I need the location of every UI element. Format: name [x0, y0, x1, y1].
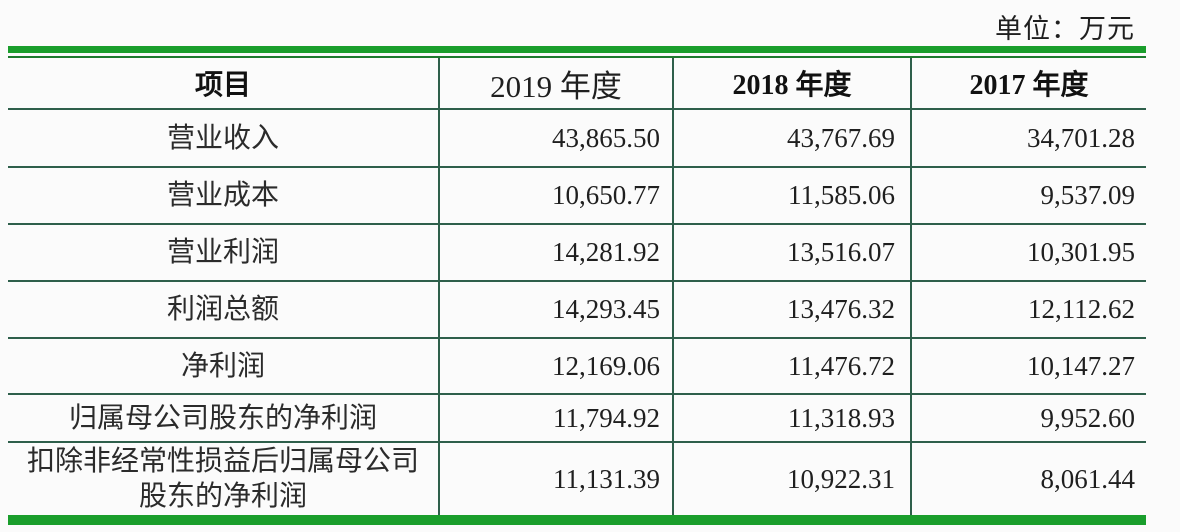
item-label: 营业收入 [166, 122, 279, 154]
value-cell-2019: 11,794.92 [438, 395, 672, 441]
value-2017: 12,112.62 [1028, 294, 1135, 324]
table-row-operating-cost: 营业成本 10,650.77 11,585.06 9,537.09 [8, 168, 1146, 225]
value-cell-2017: 9,537.09 [910, 168, 1146, 223]
value-cell-2018: 43,767.69 [672, 110, 910, 166]
item-cell: 营业利润 [8, 225, 438, 280]
value-cell-2018: 11,476.72 [672, 339, 910, 393]
value-2018: 11,476.72 [788, 350, 895, 381]
bottom-green-bar [8, 515, 1146, 525]
value-2019: 11,131.39 [553, 463, 660, 494]
value-cell-2018: 11,318.93 [672, 395, 910, 441]
value-2017: 34,701.28 [1027, 122, 1135, 153]
top-thin-green-line [8, 56, 1146, 58]
header-cell-item: 项目 [8, 58, 438, 108]
value-2017: 9,537.09 [1040, 180, 1136, 210]
header-item-label: 项目 [194, 70, 251, 101]
value-2019: 10,650.77 [552, 180, 660, 210]
table-row-operating-profit: 营业利润 14,281.92 13,516.07 10,301.95 [8, 225, 1146, 282]
value-2017: 10,301.95 [1027, 237, 1135, 267]
value-2019: 11,794.92 [553, 402, 660, 433]
value-cell-2019: 43,865.50 [438, 110, 672, 166]
value-cell-2017: 12,112.62 [910, 282, 1146, 337]
header-cell-2017: 2017 年度 [910, 58, 1146, 108]
value-cell-2017: 34,701.28 [910, 110, 1146, 166]
value-2018: 10,922.31 [787, 463, 895, 494]
value-2018: 13,516.07 [787, 237, 895, 267]
value-2019: 43,865.50 [552, 122, 660, 153]
value-2018: 11,585.06 [788, 180, 895, 210]
item-cell: 营业成本 [8, 168, 438, 223]
value-2019: 14,281.92 [552, 237, 660, 267]
financial-table: 项目 2019 年度 2018 年度 2017 年度 营业收入 43,865.5… [8, 46, 1146, 525]
value-2018: 11,318.93 [788, 402, 895, 433]
item-cell: 归属母公司股东的净利润 [8, 395, 438, 441]
value-cell-2019: 12,169.06 [438, 339, 672, 393]
item-label: 利润总额 [166, 294, 279, 325]
value-cell-2018: 11,585.06 [672, 168, 910, 223]
value-cell-2017: 10,301.95 [910, 225, 1146, 280]
value-2017: 10,147.27 [1027, 350, 1135, 381]
value-cell-2019: 10,650.77 [438, 168, 672, 223]
header-cell-2019: 2019 年度 [438, 58, 672, 108]
value-cell-2018: 13,516.07 [672, 225, 910, 280]
item-cell: 扣除非经常性损益后归属母公司股东的净利润 [8, 443, 438, 515]
table-body: 项目 2019 年度 2018 年度 2017 年度 营业收入 43,865.5… [8, 58, 1146, 515]
item-cell: 利润总额 [8, 282, 438, 337]
value-2019: 12,169.06 [552, 350, 660, 381]
table-row-operating-revenue: 营业收入 43,865.50 43,767.69 34,701.28 [8, 110, 1146, 168]
item-cell: 营业收入 [8, 110, 438, 166]
value-cell-2018: 10,922.31 [672, 443, 910, 515]
value-cell-2019: 14,293.45 [438, 282, 672, 337]
item-label: 净利润 [180, 350, 265, 382]
value-cell-2017: 8,061.44 [910, 443, 1146, 515]
header-2018-label: 2018 年度 [732, 70, 852, 101]
value-cell-2019: 11,131.39 [438, 443, 672, 515]
header-2017-label: 2017 年度 [969, 70, 1089, 101]
table-row-net-profit-to-parent: 归属母公司股东的净利润 11,794.92 11,318.93 9,952.60 [8, 395, 1146, 443]
value-cell-2017: 10,147.27 [910, 339, 1146, 393]
table-row-net-profit-excl-nonrecurring: 扣除非经常性损益后归属母公司股东的净利润 11,131.39 10,922.31… [8, 443, 1146, 515]
table-header-row: 项目 2019 年度 2018 年度 2017 年度 [8, 58, 1146, 110]
value-2018: 13,476.32 [787, 294, 895, 324]
header-cell-2018: 2018 年度 [672, 58, 910, 108]
value-2018: 43,767.69 [787, 122, 895, 153]
value-cell-2018: 13,476.32 [672, 282, 910, 337]
item-cell: 净利润 [8, 339, 438, 393]
value-2017: 9,952.60 [1040, 402, 1136, 433]
item-label: 扣除非经常性损益后归属母公司股东的净利润 [26, 446, 419, 512]
header-2019-label: 2019 年度 [490, 68, 622, 104]
value-2019: 14,293.45 [552, 294, 660, 324]
top-green-bar [8, 46, 1146, 53]
item-label: 营业利润 [166, 237, 279, 268]
table-row-total-profit: 利润总额 14,293.45 13,476.32 12,112.62 [8, 282, 1146, 339]
value-2017: 8,061.44 [1040, 463, 1136, 494]
value-cell-2019: 14,281.92 [438, 225, 672, 280]
table-row-net-profit: 净利润 12,169.06 11,476.72 10,147.27 [8, 339, 1146, 395]
unit-label: 单位：万元 [995, 14, 1135, 44]
item-label: 营业成本 [166, 180, 279, 211]
item-label: 归属母公司股东的净利润 [68, 402, 377, 434]
value-cell-2017: 9,952.60 [910, 395, 1146, 441]
